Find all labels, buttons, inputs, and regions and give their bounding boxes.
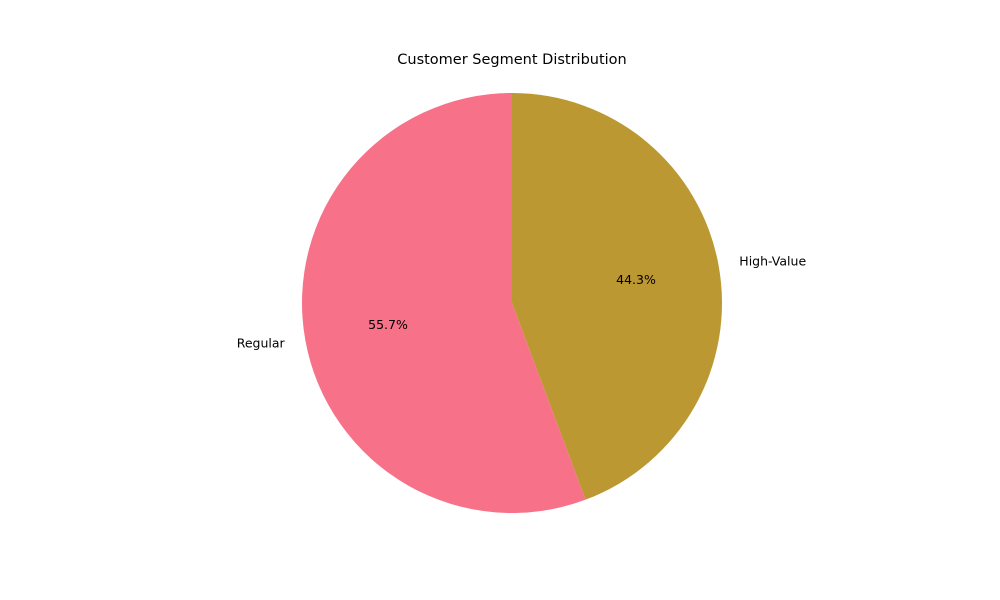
chart-title: Customer Segment Distribution — [397, 52, 627, 68]
pie-slice-high-value — [512, 93, 722, 500]
slice-pct-label-regular: 55.7% — [368, 317, 408, 332]
slice-label-high-value: High-Value — [739, 253, 806, 268]
pie-slice-regular — [302, 93, 586, 513]
slice-label-regular: Regular — [237, 336, 286, 351]
pie-slices — [302, 93, 722, 513]
pie-labels: Regular 55.7% High-Value 44.3% — [237, 253, 807, 350]
slice-pct-label-high-value: 44.3% — [616, 272, 656, 287]
